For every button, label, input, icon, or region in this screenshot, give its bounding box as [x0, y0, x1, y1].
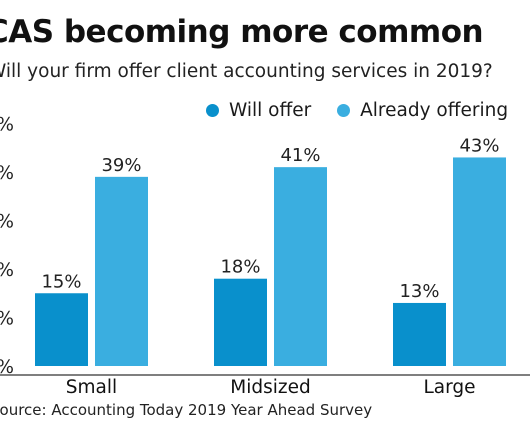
y-tick-label: 40% — [0, 163, 14, 184]
category-label-midsized: Midsized — [230, 377, 310, 398]
data-label: 15% — [41, 271, 81, 292]
legend-item-will-offer: Will offer — [206, 100, 311, 121]
bar-already-offering-midsized — [274, 167, 327, 366]
y-tick-label: 20% — [0, 260, 14, 281]
chart-title: CAS becoming more common — [0, 14, 484, 50]
data-label: 39% — [101, 155, 141, 176]
y-tick-label: 30% — [0, 212, 14, 233]
legend-swatch-already-offering — [337, 104, 351, 117]
source-note: Source: Accounting Today 2019 Year Ahead… — [0, 401, 373, 419]
data-label: 13% — [399, 281, 439, 302]
data-label: 41% — [280, 145, 320, 166]
category-label-small: Small — [66, 377, 117, 398]
legend-label-already-offering: Already offering — [360, 100, 509, 121]
y-tick-label: 0% — [0, 357, 14, 378]
bar-will-offer-small — [35, 293, 88, 366]
data-label: 18% — [220, 257, 260, 278]
chart-subtitle: Will your firm offer client accounting s… — [0, 61, 493, 82]
bar-will-offer-midsized — [214, 278, 267, 366]
chart-legend: Will offer Already offering — [206, 100, 528, 122]
legend-label-will-offer: Will offer — [229, 100, 312, 121]
y-tick-label: 50% — [0, 115, 14, 136]
category-label-large: Large — [423, 377, 475, 398]
legend-swatch-will-offer — [206, 104, 219, 117]
bar-already-offering-large — [453, 157, 506, 366]
y-tick-label: 10% — [0, 309, 14, 330]
data-label: 43% — [459, 135, 499, 156]
legend-item-already-offering: Already offering — [337, 100, 508, 121]
bar-will-offer-large — [393, 302, 446, 366]
bar-already-offering-small — [95, 176, 148, 366]
